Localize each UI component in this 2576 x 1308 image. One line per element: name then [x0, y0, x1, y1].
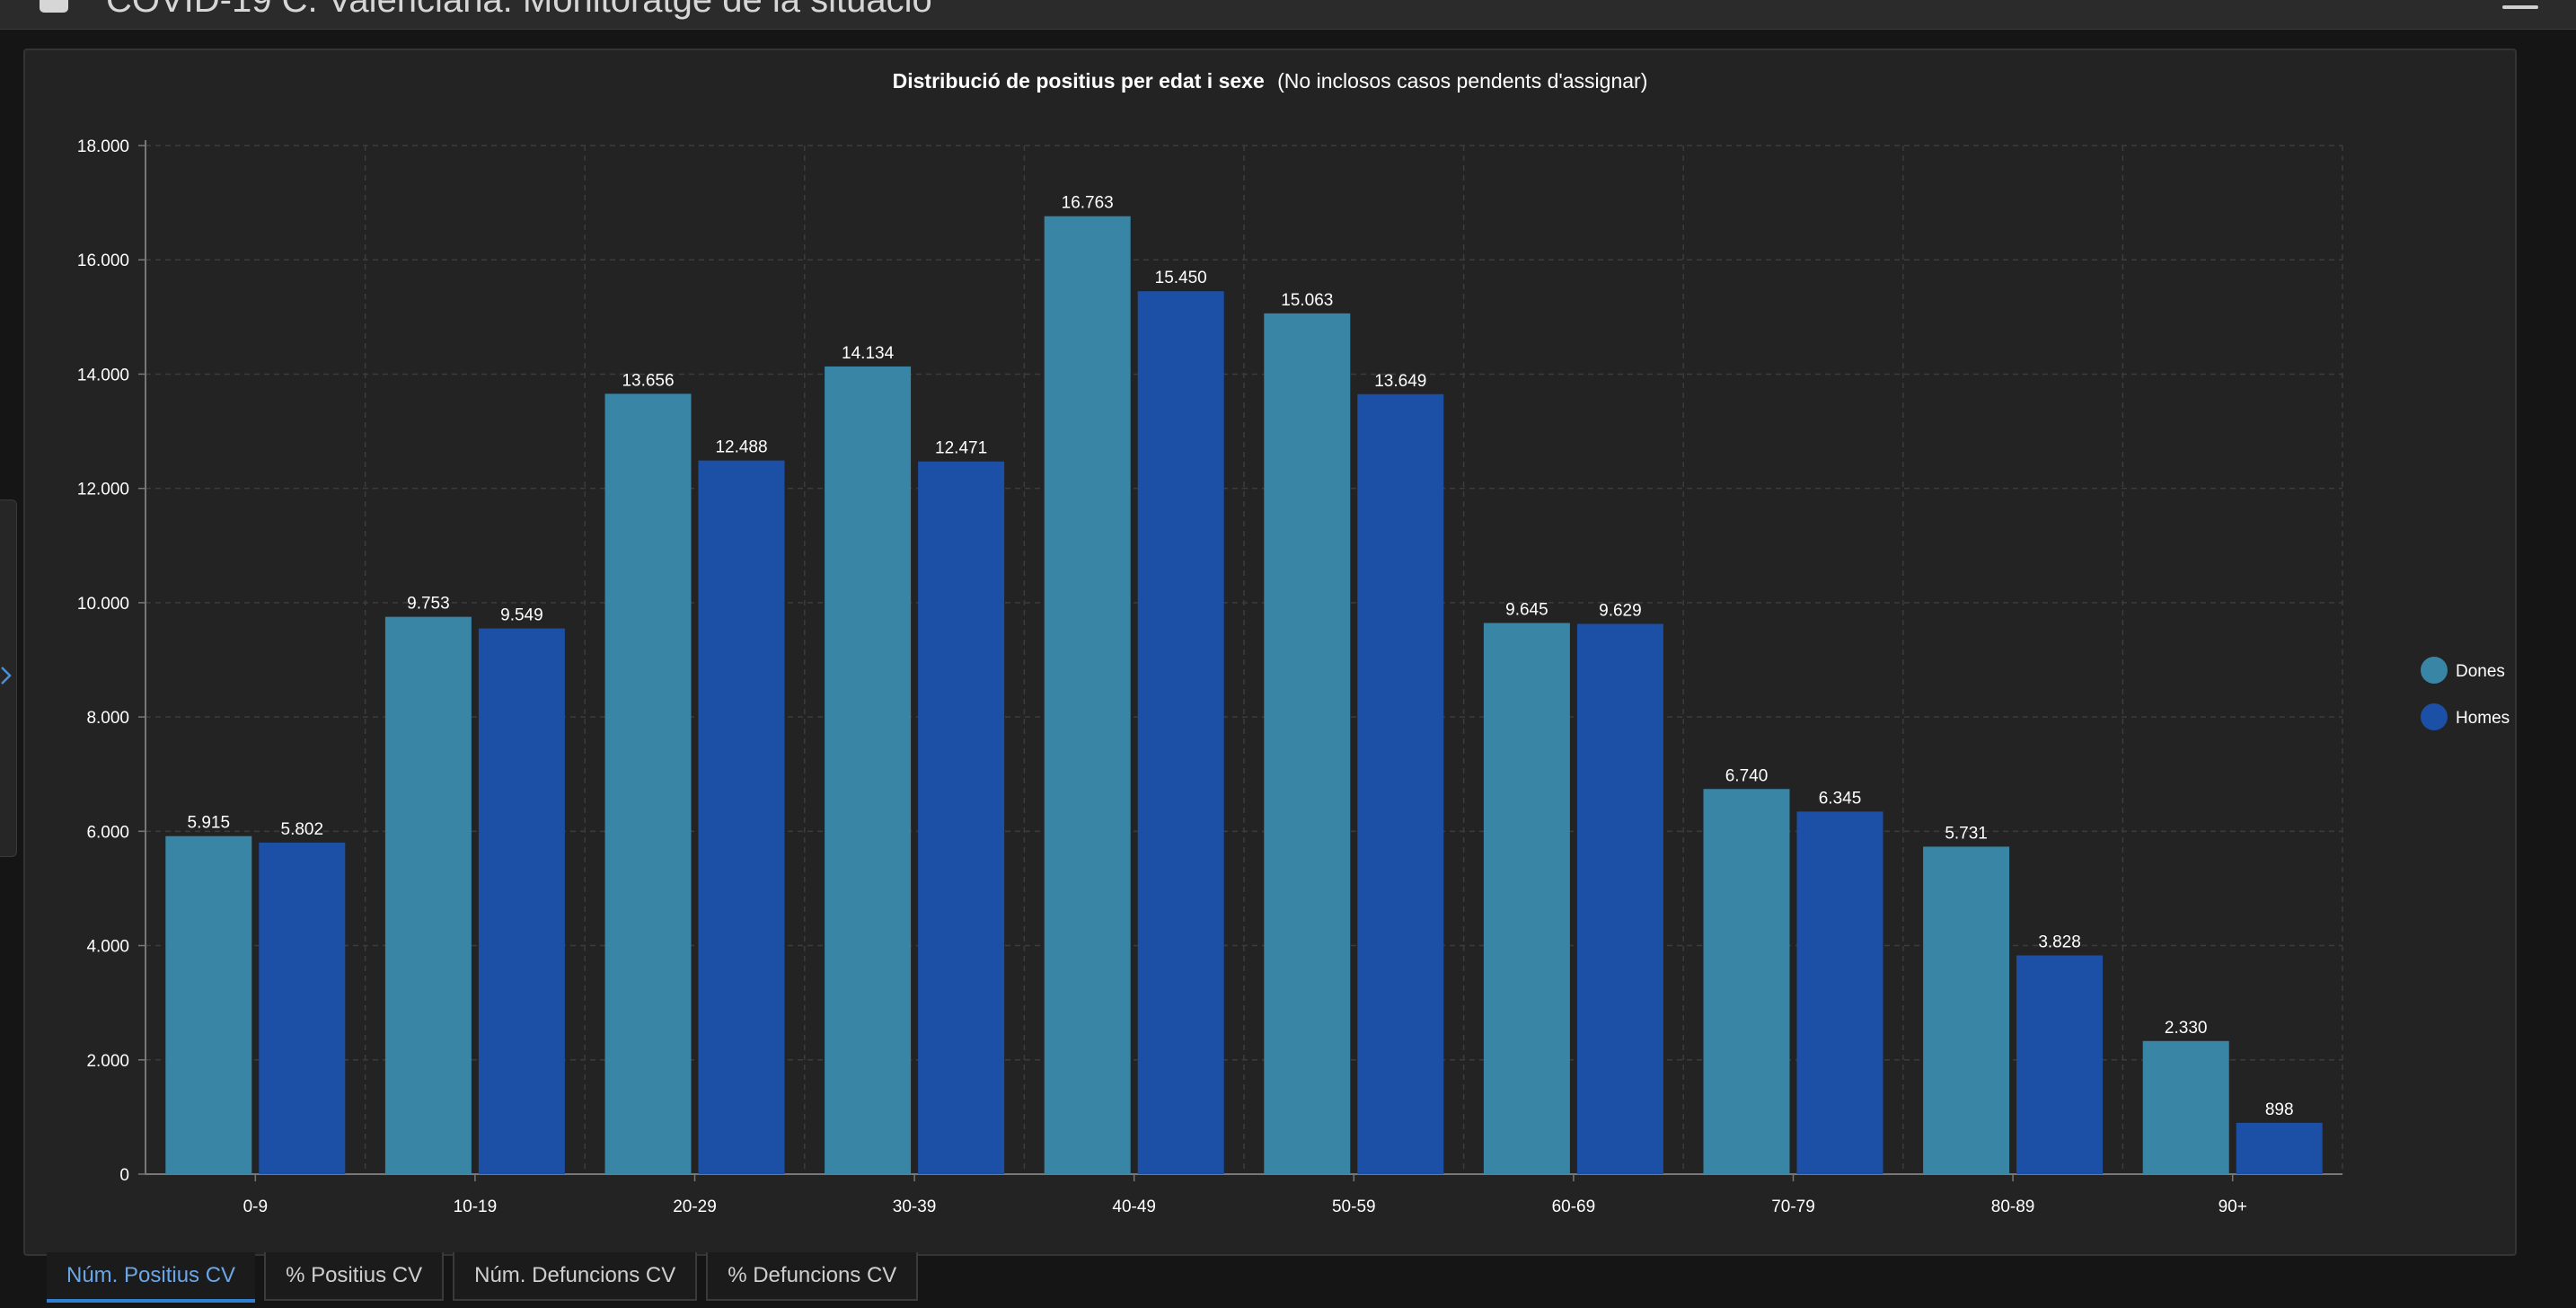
- bar-dones[interactable]: [1923, 846, 2010, 1174]
- legend[interactable]: Dones Homes: [2421, 657, 2510, 730]
- y-tick-label: 8.000: [86, 709, 129, 728]
- data-label: 6.345: [1819, 789, 1862, 808]
- data-label: 3.828: [2038, 932, 2081, 951]
- bar-homes[interactable]: [1796, 811, 1883, 1174]
- chart-title-bold: Distribució de positius per edat i sexe: [893, 69, 1265, 93]
- tab-num-positius[interactable]: Núm. Positius CV: [47, 1252, 256, 1303]
- x-tick-label: 40-49: [1112, 1198, 1156, 1216]
- data-label: 13.656: [622, 371, 674, 390]
- app-title: COVID-19 C. Valenciana. Monitoratge de l…: [106, 0, 932, 20]
- chevron-right-icon[interactable]: [0, 666, 13, 685]
- data-label: 15.450: [1155, 269, 1207, 287]
- data-label: 9.645: [1505, 600, 1548, 619]
- chart-title-normal: (No inclosos casos pendents d'assignar): [1277, 69, 1647, 93]
- bar-dones[interactable]: [165, 835, 252, 1174]
- bar-dones[interactable]: [1703, 789, 1790, 1174]
- bar-dones[interactable]: [1044, 216, 1131, 1174]
- y-tick-label: 0: [119, 1166, 129, 1185]
- tab-bar: Núm. Positius CV % Positius CV Núm. Defu…: [47, 1252, 919, 1303]
- bar-chart: Distribució de positius per edat i sexe …: [77, 69, 2510, 1216]
- bars: [165, 216, 2323, 1175]
- x-tick-label: 10-19: [454, 1198, 498, 1216]
- data-label: 16.763: [1062, 194, 1114, 213]
- legend-label: Dones: [2456, 662, 2505, 681]
- x-tick-label: 60-69: [1552, 1198, 1596, 1216]
- data-label: 9.753: [407, 595, 450, 614]
- app-logo-icon: [40, 0, 68, 13]
- bar-dones[interactable]: [825, 366, 912, 1175]
- y-tick-label: 10.000: [77, 595, 129, 614]
- bar-homes[interactable]: [1576, 623, 1663, 1174]
- tab-pct-defuncions[interactable]: % Defuncions CV: [706, 1252, 919, 1301]
- data-label: 5.802: [281, 820, 324, 839]
- data-label: 5.915: [188, 814, 231, 833]
- x-tick-label: 50-59: [1332, 1198, 1376, 1216]
- x-tick-label: 0-9: [243, 1198, 268, 1216]
- y-tick-label: 14.000: [77, 366, 129, 384]
- bar-homes[interactable]: [259, 842, 346, 1174]
- bar-homes[interactable]: [478, 628, 565, 1174]
- y-tick-label: 18.000: [77, 137, 129, 156]
- bar-homes[interactable]: [918, 461, 1005, 1174]
- y-tick-label: 12.000: [77, 481, 129, 499]
- x-tick-label: 90+: [2219, 1198, 2247, 1216]
- x-tick-label: 20-29: [673, 1198, 717, 1216]
- data-label: 14.134: [842, 344, 895, 363]
- data-label: 12.488: [715, 438, 767, 457]
- legend-swatch: [2421, 657, 2448, 684]
- x-tick-label: 70-79: [1771, 1198, 1815, 1216]
- data-label: 6.740: [1725, 766, 1769, 785]
- bar-homes[interactable]: [1357, 393, 1444, 1174]
- legend-swatch: [2421, 703, 2448, 730]
- legend-label: Homes: [2456, 709, 2510, 728]
- legend-item-homes[interactable]: Homes: [2421, 703, 2510, 730]
- data-label: 9.629: [1599, 601, 1642, 620]
- tab-num-defuncions[interactable]: Núm. Defuncions CV: [453, 1252, 698, 1301]
- tab-pct-positius[interactable]: % Positius CV: [264, 1252, 445, 1301]
- data-label: 898: [2265, 1100, 2294, 1119]
- chart-panel: Distribució de positius per edat i sexe …: [23, 49, 2517, 1256]
- bar-dones[interactable]: [1264, 313, 1351, 1175]
- y-tick-label: 6.000: [86, 823, 129, 842]
- data-label: 12.471: [935, 439, 987, 458]
- x-tick-label: 30-39: [893, 1198, 937, 1216]
- bar-homes[interactable]: [2016, 955, 2104, 1174]
- grid-lines: [145, 145, 2343, 1174]
- data-labels: 5.915 5.802 9.753 9.549 13.656 12.488 14.134 12…: [188, 194, 2294, 1119]
- data-label: 9.549: [500, 606, 543, 625]
- x-tick-label: 80-89: [1991, 1198, 2035, 1216]
- y-tick-label: 2.000: [86, 1052, 129, 1071]
- hamburger-menu-icon[interactable]: [2502, 5, 2538, 20]
- data-label: 2.330: [2165, 1019, 2208, 1038]
- app-header: COVID-19 C. Valenciana. Monitoratge de l…: [0, 0, 2576, 30]
- bar-dones[interactable]: [384, 616, 472, 1174]
- bar-homes[interactable]: [698, 460, 785, 1174]
- bar-dones[interactable]: [2142, 1040, 2229, 1174]
- bar-homes[interactable]: [2236, 1122, 2323, 1174]
- axes: 0 2.000 4.000 6.000 8.000 10.000 12.000 14.000 1…: [77, 137, 2342, 1216]
- bar-dones[interactable]: [1483, 623, 1570, 1174]
- chart-title: Distribució de positius per edat i sexe …: [893, 69, 1648, 93]
- bar-dones[interactable]: [604, 393, 692, 1174]
- data-label: 15.063: [1281, 291, 1333, 310]
- y-tick-label: 4.000: [86, 938, 129, 957]
- y-tick-label: 16.000: [77, 252, 129, 270]
- bar-homes[interactable]: [1137, 291, 1224, 1174]
- legend-item-dones[interactable]: Dones: [2421, 657, 2505, 684]
- data-label: 5.731: [1945, 824, 1988, 843]
- data-label: 13.649: [1374, 372, 1426, 391]
